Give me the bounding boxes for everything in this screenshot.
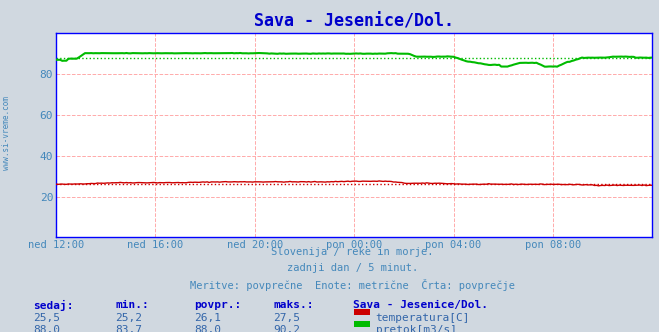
Text: temperatura[C]: temperatura[C]	[376, 313, 470, 323]
Title: Sava - Jesenice/Dol.: Sava - Jesenice/Dol.	[254, 12, 454, 30]
Text: www.si-vreme.com: www.si-vreme.com	[2, 96, 11, 170]
Text: 25,5: 25,5	[33, 313, 60, 323]
Text: Sava - Jesenice/Dol.: Sava - Jesenice/Dol.	[353, 300, 488, 310]
Text: 88,0: 88,0	[33, 325, 60, 332]
Text: maks.:: maks.:	[273, 300, 314, 310]
Text: 90,2: 90,2	[273, 325, 301, 332]
Text: 83,7: 83,7	[115, 325, 142, 332]
Text: min.:: min.:	[115, 300, 149, 310]
Text: Slovenija / reke in morje.: Slovenija / reke in morje.	[272, 247, 434, 257]
Text: sedaj:: sedaj:	[33, 300, 73, 311]
Text: 26,1: 26,1	[194, 313, 221, 323]
Text: 25,2: 25,2	[115, 313, 142, 323]
Text: pretok[m3/s]: pretok[m3/s]	[376, 325, 457, 332]
Text: Meritve: povprečne  Enote: metrične  Črta: povprečje: Meritve: povprečne Enote: metrične Črta:…	[190, 279, 515, 290]
Text: povpr.:: povpr.:	[194, 300, 242, 310]
Text: zadnji dan / 5 minut.: zadnji dan / 5 minut.	[287, 263, 418, 273]
Text: 27,5: 27,5	[273, 313, 301, 323]
Text: 88,0: 88,0	[194, 325, 221, 332]
